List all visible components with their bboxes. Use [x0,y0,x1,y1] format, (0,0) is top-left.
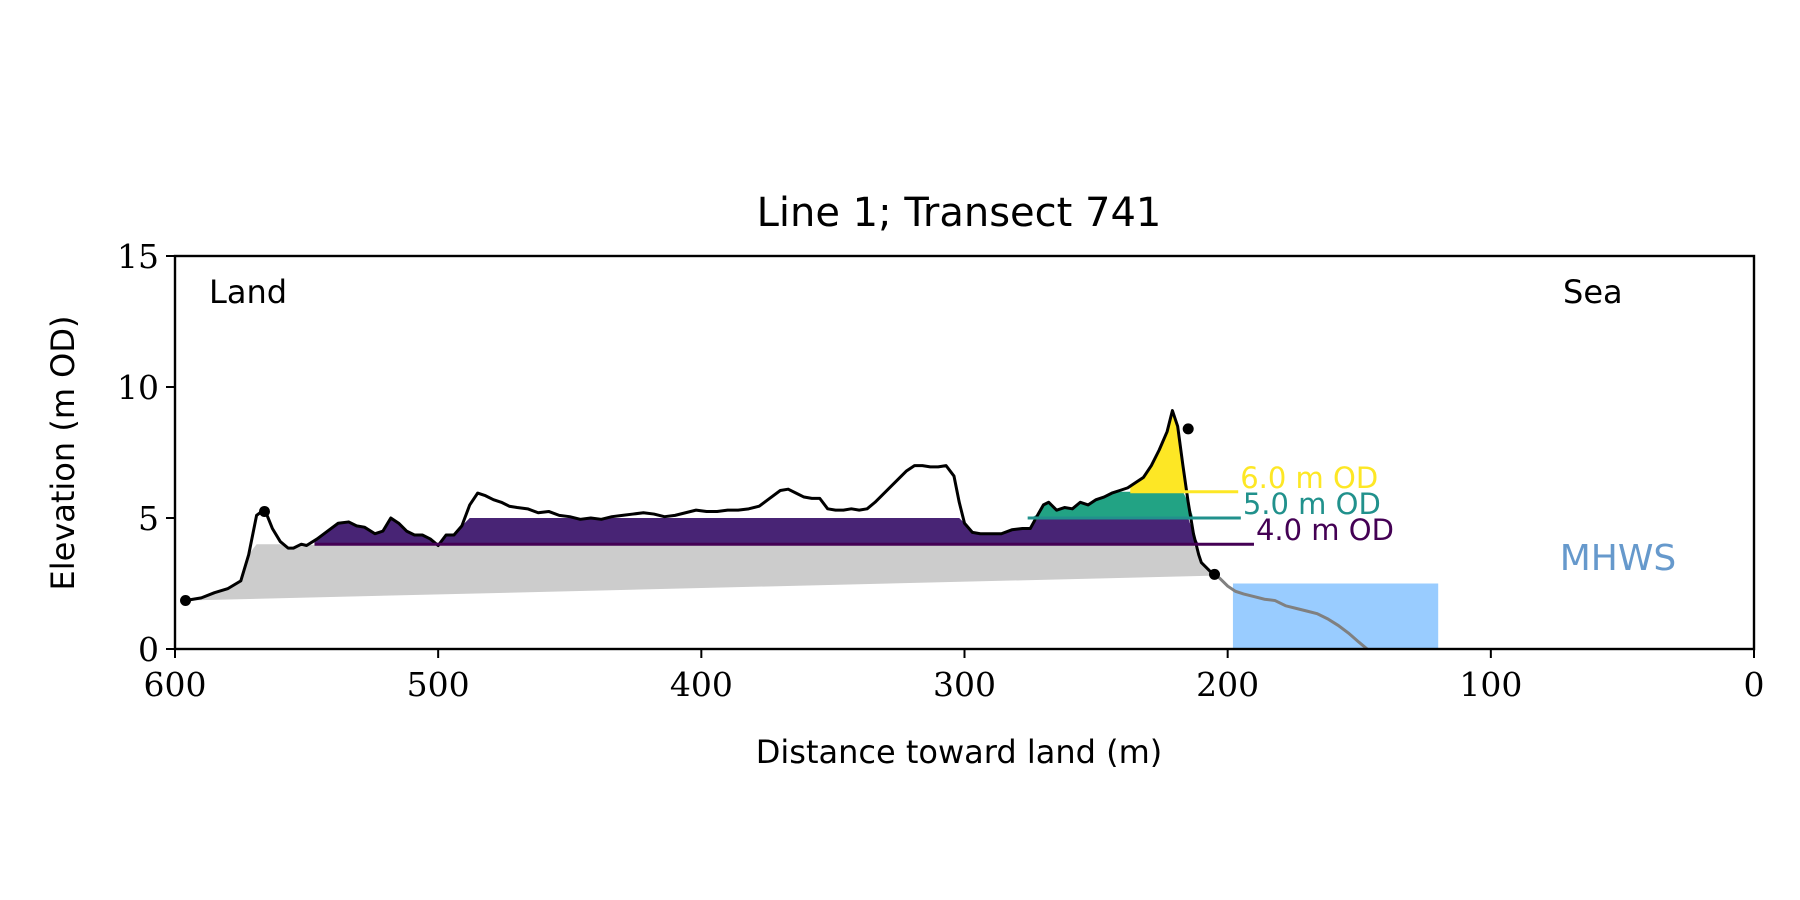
x-tick-label-1: 500 [407,665,470,704]
land-corner-label: Land [209,273,287,311]
y-tick-label-0: 0 [138,630,159,669]
band-label-2: 6.0 m OD [1240,461,1378,495]
band-labels: 4.0 m OD5.0 m OD6.0 m OD MHWS [314,461,1676,579]
y-tick-label-2: 10 [117,368,159,407]
y-tick-label-1: 5 [138,499,159,538]
profile-marker-3 [1209,568,1221,580]
seaward-profile-line [1213,573,1369,651]
land-area-fill [185,544,1215,601]
plot-area [180,409,1439,651]
x-tick-label-3: 300 [933,665,996,704]
chart-title: Line 1; Transect 741 [757,190,1162,236]
band-fill-2 [1130,410,1199,492]
band-label-0: 4.0 m OD [1256,513,1394,547]
x-tick-label-6: 0 [1744,665,1765,704]
band-fill-0 [314,518,1210,545]
y-tick-label-3: 15 [117,237,159,276]
profile-marker-0 [180,595,192,607]
y-axis-label: Elevation (m OD) [44,316,82,591]
axis-ticks: 600 500 400 300 200 100 0 0 5 10 15 [117,237,1765,704]
x-axis-label: Distance toward land (m) [756,733,1162,771]
x-tick-label-5: 100 [1459,665,1522,704]
x-tick-label-0: 600 [144,665,207,704]
profile-marker-2 [1182,423,1194,435]
profile-line [185,409,1216,603]
band-fill-1 [1027,491,1202,518]
x-tick-label-4: 200 [1196,665,1259,704]
mhws-label: MHWS [1560,538,1677,579]
mhws-water-area [1232,583,1439,649]
band-label-1: 5.0 m OD [1243,487,1381,521]
axes-frame [173,254,1756,651]
profile-marker-1 [258,505,270,517]
sea-corner-label: Sea [1563,273,1623,311]
x-tick-label-2: 400 [670,665,733,704]
